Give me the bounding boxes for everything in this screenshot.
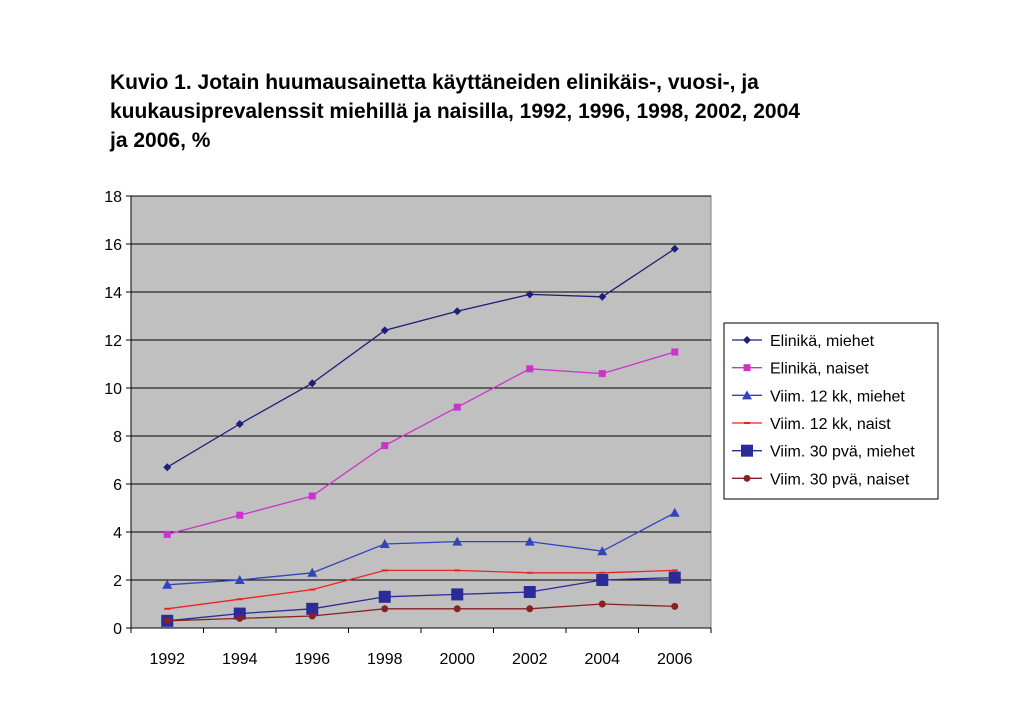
x-axis: 1992 1994 1996 1998 2000 2002 2004 2006 (130, 627, 712, 668)
y-tick-label: 14 (104, 285, 122, 302)
legend-item: Elinikä, miehet (732, 333, 875, 350)
data-point (379, 539, 390, 548)
data-point (671, 348, 679, 356)
y-tick-label: 16 (104, 237, 122, 254)
data-point (668, 571, 681, 584)
data-point (306, 602, 319, 615)
data-point (598, 600, 606, 608)
plot-area (130, 195, 712, 629)
legend-item: Viim. 12 kk, miehet (732, 388, 905, 405)
chart-title-line-1: Kuvio 1. Jotain huumausainetta käyttänei… (110, 71, 759, 94)
data-point (381, 605, 389, 613)
legend-label: Elinikä, miehet (770, 333, 875, 350)
series-4 (164, 569, 678, 610)
data-point (163, 617, 171, 625)
data-point (524, 536, 535, 546)
data-point (451, 588, 464, 601)
data-point (523, 586, 536, 598)
data-point (597, 546, 608, 556)
legend-label: Viim. 12 kk, miehet (770, 388, 905, 405)
y-tick-label: 2 (113, 573, 122, 590)
data-point (743, 336, 751, 344)
legend-label: Elinikä, naiset (770, 361, 869, 378)
series-line (167, 576, 675, 622)
chart-title-line-2: kuukausiprevalenssit miehillä ja naisill… (110, 100, 800, 123)
series-2 (163, 348, 679, 538)
y-tick-label: 10 (104, 381, 122, 398)
data-point (596, 574, 609, 586)
data-point (452, 536, 463, 546)
legend: Elinikä, miehet Elinikä, naiset Viim. 12 k… (723, 322, 939, 500)
data-point (453, 403, 461, 411)
data-point (741, 444, 753, 457)
legend-item: Viim. 30 pvä, miehet (732, 444, 915, 461)
y-tick-label: 8 (113, 429, 122, 446)
data-point (307, 567, 318, 577)
data-point (308, 492, 316, 500)
data-point (526, 365, 534, 373)
x-tick-label: 2004 (584, 651, 620, 668)
data-point (453, 605, 461, 613)
y-tick-label: 0 (113, 621, 122, 638)
y-axis: 0 2 4 6 8 10 12 14 16 18 (104, 189, 132, 638)
x-tick-label: 1998 (367, 651, 403, 668)
legend-item: Viim. 30 pvä, naiset (732, 471, 910, 488)
series-line (166, 248, 676, 468)
x-tick-label: 1994 (222, 651, 258, 668)
data-point (669, 507, 680, 517)
data-point (378, 590, 391, 603)
legend-box (723, 322, 939, 500)
x-tick-label: 1996 (294, 651, 330, 668)
data-point (163, 463, 172, 472)
data-point (162, 579, 173, 589)
legend-label: Viim. 12 kk, naist (770, 416, 891, 433)
series-1 (163, 244, 679, 472)
legend-item: Elinikä, naiset (732, 361, 869, 378)
y-tick-label: 6 (113, 477, 122, 494)
chart-title-line-3: ja 2006, % (110, 129, 211, 152)
data-point (742, 390, 752, 400)
series-line (167, 569, 675, 610)
chart-title: Kuvio 1. Jotain huumausainetta käyttänei… (110, 68, 990, 155)
data-point (236, 511, 244, 519)
data-point (308, 379, 317, 388)
series-layer (161, 244, 681, 627)
data-point (234, 575, 245, 584)
series-6 (163, 600, 679, 625)
data-point (525, 290, 534, 299)
data-point (453, 307, 462, 316)
series-line (167, 512, 676, 586)
x-tick-label: 2006 (657, 651, 693, 668)
data-point (381, 442, 389, 450)
series-line (167, 351, 675, 536)
x-tick-label: 1992 (149, 651, 185, 668)
data-point (308, 612, 316, 620)
series-line (167, 603, 675, 622)
legend-label: Viim. 30 pvä, naiset (770, 471, 910, 488)
legend-item: Viim. 12 kk, naist (732, 416, 891, 433)
data-point (380, 326, 389, 335)
y-tick-label: 4 (113, 525, 122, 542)
data-point (163, 530, 171, 538)
data-point (526, 605, 534, 613)
y-tick-label: 12 (104, 333, 122, 350)
series-3 (162, 507, 680, 589)
data-point (598, 370, 606, 378)
data-point (743, 474, 751, 482)
data-point (671, 602, 679, 610)
y-tick-label: 18 (104, 189, 122, 206)
data-point (235, 420, 244, 428)
data-point (236, 614, 244, 622)
data-point (743, 364, 751, 372)
x-tick-label: 2000 (439, 651, 475, 668)
data-point (598, 292, 607, 301)
data-point (670, 244, 679, 253)
legend-label: Viim. 30 pvä, miehet (770, 444, 915, 461)
series-5 (161, 571, 681, 627)
x-tick-label: 2002 (512, 651, 548, 668)
